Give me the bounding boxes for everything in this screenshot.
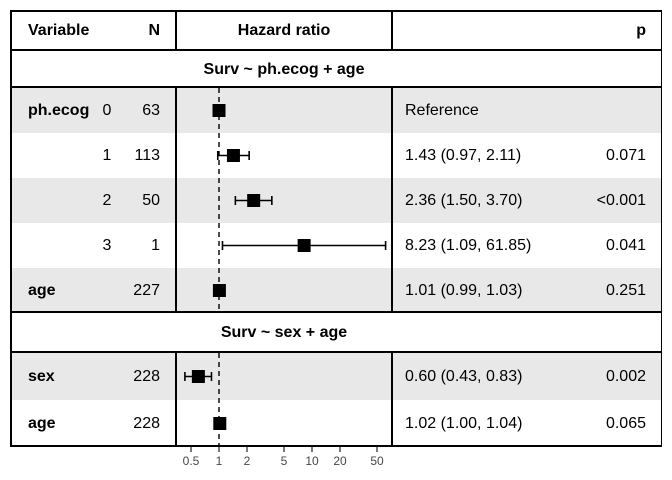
table-border-bottom (10, 445, 662, 447)
table-row: age 227 1.01 (0.99, 1.03) 0.251 (11, 268, 661, 313)
p-value-text: 0.002 (605, 367, 646, 385)
p-value-text: 0.065 (605, 414, 646, 432)
variable-name: age (28, 281, 56, 299)
table-row: ph.ecog 0 63 Reference (11, 88, 661, 133)
estimate-ci-text: 8.23 (1.09, 61.85) (405, 236, 532, 254)
estimate-ci-text: 1.02 (1.00, 1.04) (405, 414, 523, 432)
axis-tick-label: 1 (216, 454, 223, 468)
column-divider-2-section2 (391, 353, 393, 447)
column-divider-2-section1 (391, 88, 393, 313)
section2-top-line (10, 311, 662, 313)
n-value: 227 (133, 281, 160, 299)
row-left-cell: 2 50 (11, 192, 176, 210)
axis-tick-label: 0.5 (183, 454, 200, 468)
axis-tick-label: 50 (370, 454, 384, 468)
section-title-model-1: Surv ~ ph.ecog + age (203, 60, 365, 78)
header-right-cell: p (392, 22, 661, 40)
col-header-variable: Variable (28, 21, 90, 39)
variable-level: 0 (102, 101, 112, 119)
section1-separator-line (10, 86, 662, 88)
estimate-ci-text: 1.43 (0.97, 2.11) (405, 146, 522, 164)
col-header-p: p (636, 21, 646, 39)
estimate-ci-text: Reference (405, 101, 479, 119)
row-right-cell: 1.43 (0.97, 2.11) 0.071 (392, 147, 661, 165)
row-right-cell: 1.02 (1.00, 1.04) 0.065 (392, 415, 661, 433)
table-row: sex 228 0.60 (0.43, 0.83) 0.002 (11, 353, 661, 400)
variable-level: 1 (102, 146, 112, 164)
row-right-cell: 0.60 (0.43, 0.83) 0.002 (392, 368, 661, 386)
table-border-right (660, 10, 663, 447)
variable-name: age (28, 414, 56, 432)
table-row: 3 1 8.23 (1.09, 61.85) 0.041 (11, 223, 661, 268)
n-value: 228 (133, 414, 160, 432)
axis-tick-label: 5 (281, 454, 288, 468)
table-row: age 228 1.02 (1.00, 1.04) 0.065 (11, 400, 661, 447)
axis-tick-label: 10 (305, 454, 319, 468)
variable-level: 3 (102, 236, 112, 254)
variable-name: sex (28, 367, 55, 385)
col-header-n: N (148, 21, 160, 39)
column-divider-2-header (391, 10, 393, 51)
p-value-text: 0.251 (605, 281, 646, 299)
row-right-cell: 2.36 (1.50, 3.70) <0.001 (392, 192, 661, 210)
row-left-cell: ph.ecog 0 63 (11, 102, 176, 120)
table-border-left (10, 10, 12, 447)
row-left-cell: age 227 (11, 282, 176, 300)
row-right-cell: 1.01 (0.99, 1.03) 0.251 (392, 282, 661, 300)
row-left-cell: age 228 (11, 415, 176, 433)
axis-tick-label: 20 (333, 454, 347, 468)
n-value: 63 (142, 101, 160, 119)
estimate-ci-text: 2.36 (1.50, 3.70) (405, 191, 523, 209)
header-left-cell: Variable N (11, 22, 176, 40)
table-row: 2 50 2.36 (1.50, 3.70) <0.001 (11, 178, 661, 223)
estimate-ci-text: 0.60 (0.43, 0.83) (405, 367, 523, 385)
header-separator-line (10, 49, 662, 51)
n-value: 1 (151, 236, 160, 254)
table-border-top (10, 10, 662, 12)
col-header-hazard-ratio: Hazard ratio (237, 21, 331, 39)
variable-name: ph.ecog (28, 101, 90, 119)
n-value: 228 (133, 367, 160, 385)
column-divider-1-section1 (175, 88, 177, 313)
p-value-text: 0.071 (605, 146, 646, 164)
section2-separator-line (10, 351, 662, 353)
estimate-ci-text: 1.01 (0.99, 1.03) (405, 281, 523, 299)
n-value: 50 (142, 191, 160, 209)
column-divider-1-header (175, 10, 177, 51)
row-left-cell: sex 228 (11, 368, 176, 386)
axis-tick-label: 2 (244, 454, 251, 468)
column-divider-1-section2 (175, 353, 177, 447)
variable-level: 2 (102, 191, 112, 209)
p-value-text: <0.001 (596, 191, 646, 209)
table-row: 1 113 1.43 (0.97, 2.11) 0.071 (11, 133, 661, 178)
section-title-model-2: Surv ~ sex + age (220, 324, 348, 341)
row-left-cell: 1 113 (11, 147, 176, 165)
p-value-text: 0.041 (605, 236, 646, 254)
table-header-row: Variable N Hazard ratio p (11, 10, 661, 51)
row-right-cell: Reference (392, 102, 661, 120)
n-value: 113 (134, 146, 160, 164)
row-right-cell: 8.23 (1.09, 61.85) 0.041 (392, 237, 661, 255)
